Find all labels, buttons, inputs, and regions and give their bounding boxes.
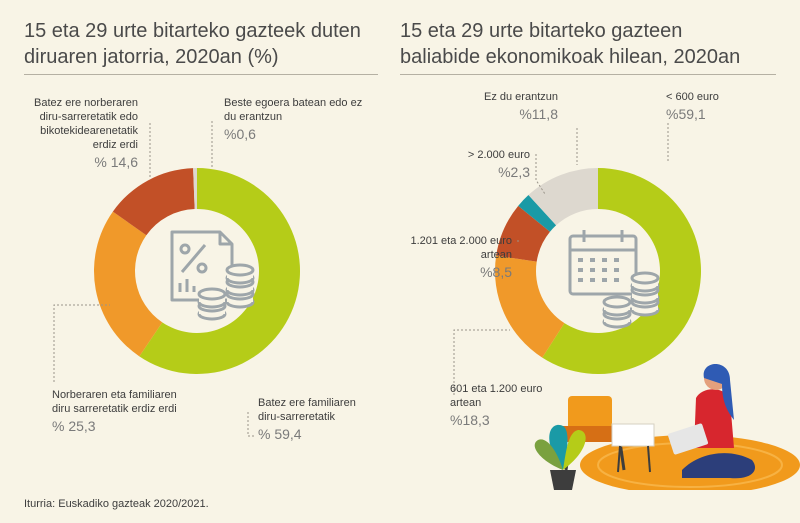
slice-value: %59,1 [666,106,706,122]
calendar-icon [568,230,638,296]
source-note: Iturria: Euskadiko gazteak 2020/2021. [24,498,209,510]
donut-slice-2-000-euro [518,195,557,232]
donut-slice-norberaren-eta-familiaren-diru-sarreretatik-erdiz-erdi [94,211,163,357]
leader-line [535,154,546,195]
slice-value: %0,6 [224,126,256,142]
slice-label-text: 1.201 eta 2.000 euro artean [410,235,512,261]
slice-value: %2,3 [498,164,530,180]
slice-label-over-2000: > 2.000 euro %2,3 [430,148,530,179]
donut-chart-monthly-resources [453,123,800,490]
leader-line [53,304,110,382]
coins-icon [602,271,660,329]
slice-label-no-answer: Ez du erantzun %11,8 [458,90,558,121]
slice-label-text: > 2.000 euro [467,149,530,161]
slice-label-other: Beste egoera batean edo ez du erantzun %… [224,96,364,141]
slice-value: %8,5 [480,264,512,280]
woman-with-laptop-illustration [534,364,800,490]
title-divider [24,74,378,75]
donut-slice-beste-egoera-batean-edo-ez-du-erantzun [193,168,197,210]
slice-label-601-1200: 601 eta 1.200 euro artean %18,3 [450,382,560,427]
slice-value: %18,3 [450,412,490,428]
donut-slice-batez-ere-norberaren-diru-sarreretatik-edo-bikotekidearenetatik-erdiz-erdi [112,168,195,236]
slice-label-own-income: Batez ere norberaren diru-sarreretatik e… [14,96,138,169]
slice-value: % 25,3 [52,418,96,434]
donut-slice-batez-ere-familiaren-diru-sarreretatik [139,168,301,374]
slice-label-text: < 600 euro [666,91,719,103]
leader-line [247,412,255,437]
slice-label-text: 601 eta 1.200 euro artean [450,383,543,409]
leader-lines [453,123,669,395]
slice-label-text: Ez du erantzun [484,91,558,103]
donut-slice-601-eta-1-200-euro-artean [495,255,565,358]
donut-slice-1-201-eta-2-000-euro-artean [496,205,550,262]
slice-label-half-half: Norberaren eta familiaren diru sarrereta… [52,388,182,433]
donut-slice-ez-du-erantzun [528,168,598,226]
slice-label-text: Batez ere familiaren diru-sarreretatik [258,397,356,423]
chart-title: 15 eta 29 urte bitarteko gazteen baliabi… [400,20,741,68]
slice-value: %11,8 [519,106,558,122]
leader-line [453,329,510,395]
coins-icon [197,263,255,321]
donut-slice-600-euro [542,168,701,375]
slice-label-text: Beste egoera batean edo ez du erantzun [224,97,363,123]
slice-label-1201-2000: 1.201 eta 2.000 euro artean %8,5 [402,234,512,279]
title-divider [400,74,776,75]
slice-label-under-600: < 600 euro %59,1 [666,90,766,121]
chart-panel-money-origin: 15 eta 29 urte bitarteko gazteek duten d… [0,0,400,490]
slice-label-text: Batez ere norberaren diru-sarreretatik e… [34,97,138,151]
donut-chart-money-origin [53,121,301,437]
slice-value: % 59,4 [258,426,302,442]
chart-title: 15 eta 29 urte bitarteko gazteek duten d… [24,20,361,68]
leader-lines [53,121,255,437]
chart-panel-monthly-resources: 15 eta 29 urte bitarteko gazteen baliabi… [400,0,800,490]
slice-value: % 14,6 [94,154,138,170]
slice-label-family-income: Batez ere familiaren diru-sarreretatik %… [258,396,378,441]
slice-label-text: Norberaren eta familiaren diru sarrereta… [52,389,177,415]
